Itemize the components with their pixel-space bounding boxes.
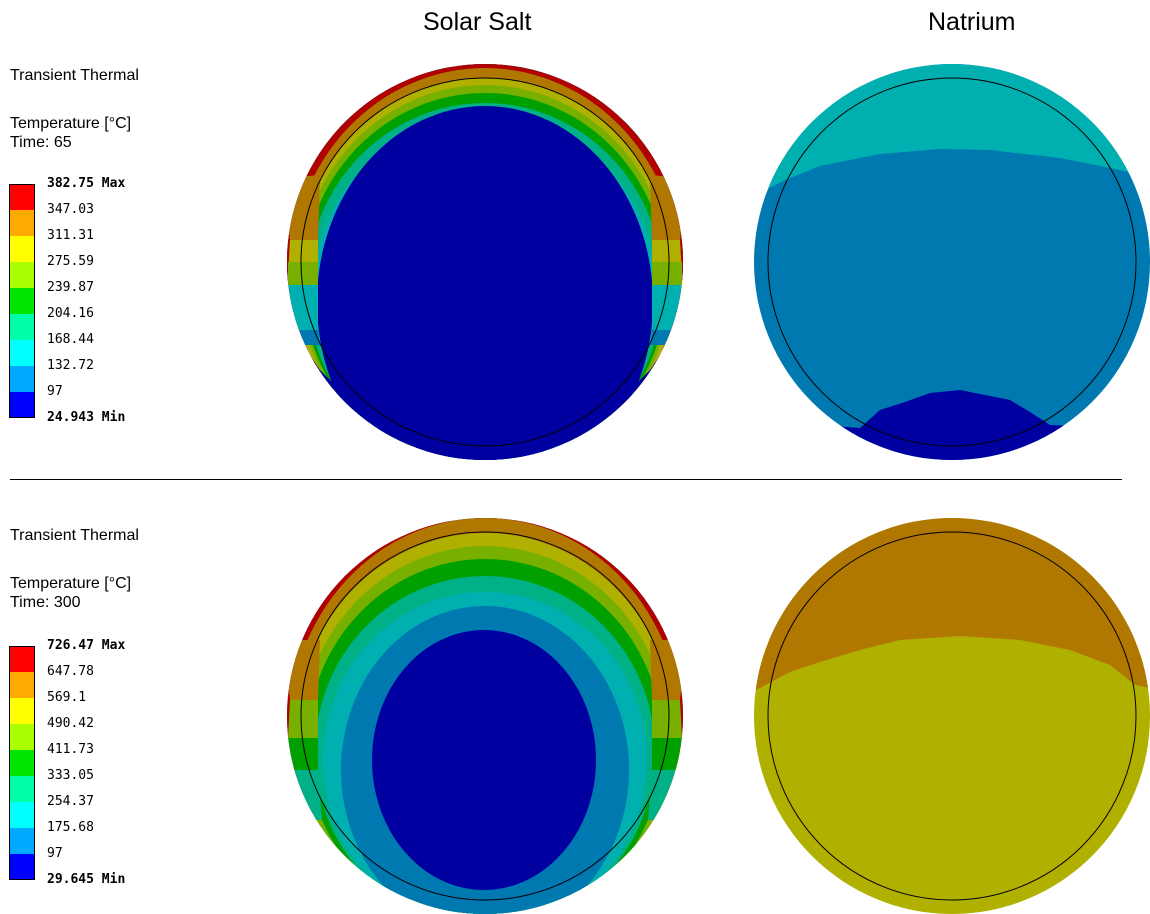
legend-label: 204.16 bbox=[47, 306, 94, 321]
section-divider bbox=[10, 479, 1122, 480]
legend-min-label: 24.943 Min bbox=[47, 410, 126, 425]
legend-label: 175.68 bbox=[47, 820, 94, 835]
legend-label: 168.44 bbox=[47, 332, 94, 347]
legend-label: 569.1 bbox=[47, 690, 87, 705]
legend-swatch bbox=[9, 828, 35, 854]
legend-label: 347.03 bbox=[47, 202, 94, 217]
legend-label: 97 bbox=[47, 384, 63, 399]
legend-swatch bbox=[9, 366, 35, 392]
legend-swatch bbox=[9, 340, 35, 366]
legend-label: 254.37 bbox=[47, 794, 94, 809]
legend-swatch bbox=[9, 646, 35, 672]
legend-label: 275.59 bbox=[47, 254, 94, 269]
inner-wall-outline bbox=[300, 531, 670, 901]
solar-salt-contour-t65 bbox=[287, 64, 683, 460]
legend-label: 333.05 bbox=[47, 768, 94, 783]
quantity-label: Temperature [°C] bbox=[10, 115, 132, 132]
quantity-label: Temperature [°C] bbox=[10, 575, 132, 592]
analysis-label: Transient Thermal bbox=[10, 67, 139, 84]
legend-swatch bbox=[9, 184, 35, 210]
legend-frame bbox=[9, 184, 35, 418]
legend-swatch bbox=[9, 776, 35, 802]
legend-swatch bbox=[9, 288, 35, 314]
legend-swatch bbox=[9, 236, 35, 262]
inner-wall-outline bbox=[300, 77, 670, 447]
legend-label: 132.72 bbox=[47, 358, 94, 373]
legend-swatch bbox=[9, 750, 35, 776]
column-title-natrium: Natrium bbox=[928, 8, 1016, 36]
legend-min-label: 29.645 Min bbox=[47, 872, 126, 887]
legend-swatch bbox=[9, 672, 35, 698]
legend-max-label: 726.47 Max bbox=[47, 638, 126, 653]
legend-swatch bbox=[9, 698, 35, 724]
legend-max-label: 382.75 Max bbox=[47, 176, 126, 191]
inner-wall-outline bbox=[767, 531, 1137, 901]
legend-label: 239.87 bbox=[47, 280, 94, 295]
column-title-solar-salt: Solar Salt bbox=[423, 8, 532, 36]
legend-swatch bbox=[9, 392, 35, 418]
solar-salt-contour-t300 bbox=[287, 518, 683, 914]
natrium-contour-t65 bbox=[754, 64, 1150, 460]
time-label: Time: 300 bbox=[10, 594, 81, 611]
legend-label: 411.73 bbox=[47, 742, 94, 757]
natrium-contour-t300 bbox=[754, 518, 1150, 914]
legend-swatch bbox=[9, 802, 35, 828]
legend-swatch bbox=[9, 262, 35, 288]
legend-label: 97 bbox=[47, 846, 63, 861]
legend-swatch bbox=[9, 724, 35, 750]
legend-swatch bbox=[9, 210, 35, 236]
legend-label: 311.31 bbox=[47, 228, 94, 243]
legend-label: 647.78 bbox=[47, 664, 94, 679]
inner-wall-outline bbox=[767, 77, 1137, 447]
legend-swatch bbox=[9, 854, 35, 880]
legend-swatch bbox=[9, 314, 35, 340]
analysis-label: Transient Thermal bbox=[10, 527, 139, 544]
time-label: Time: 65 bbox=[10, 134, 72, 151]
legend-frame bbox=[9, 646, 35, 880]
legend-label: 490.42 bbox=[47, 716, 94, 731]
